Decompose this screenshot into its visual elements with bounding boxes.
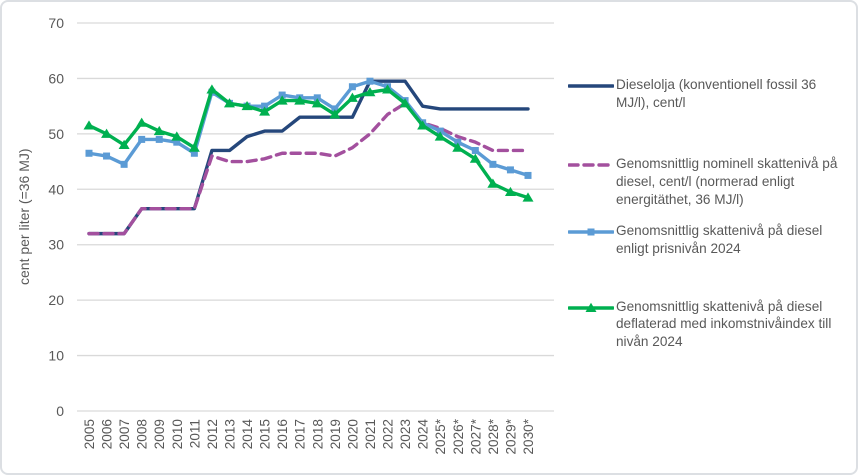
legend-label: Dieselolja (konventionell fossil 36 MJ/l… bbox=[616, 77, 817, 110]
legend-item-prisnivan-2024: Genomsnittlig skattenivå på diesel enlig… bbox=[567, 222, 846, 257]
triangle-marker-icon bbox=[259, 106, 271, 116]
legend: Dieselolja (konventionell fossil 36 MJ/l… bbox=[567, 76, 846, 351]
x-tick-label: 2022 bbox=[381, 419, 396, 449]
x-tick-label: 2005 bbox=[82, 419, 97, 449]
legend-label: Genomsnittlig nominell skattenivå på die… bbox=[616, 156, 838, 207]
x-tick-label: 2027* bbox=[468, 418, 483, 454]
triangle-marker-icon bbox=[101, 128, 113, 138]
triangle-marker-icon bbox=[153, 125, 165, 136]
square-marker-icon bbox=[331, 105, 339, 113]
square-marker-icon bbox=[524, 171, 532, 179]
square-marker-icon bbox=[120, 160, 128, 168]
x-tick-label: 2010 bbox=[170, 419, 185, 450]
square-marker-icon bbox=[155, 135, 163, 143]
triangle-marker-icon bbox=[382, 84, 394, 94]
triangle-marker-icon bbox=[311, 98, 323, 108]
y-tick-label: 70 bbox=[48, 15, 64, 31]
x-tick-label: 2015 bbox=[258, 419, 273, 449]
legend-item-dieselolja: Dieselolja (konventionell fossil 36 MJ/l… bbox=[567, 76, 846, 111]
triangle-marker-icon bbox=[487, 178, 499, 188]
series-line bbox=[87, 101, 530, 236]
triangle-marker-icon bbox=[206, 84, 218, 94]
y-tick-label: 40 bbox=[48, 181, 64, 197]
x-tick-label: 2026* bbox=[451, 418, 466, 454]
triangle-marker-icon bbox=[329, 109, 341, 119]
x-tick-label: 2019 bbox=[328, 419, 343, 449]
square-marker-icon bbox=[103, 152, 111, 160]
triangle-marker-icon bbox=[223, 98, 235, 108]
triangle-marker-icon bbox=[522, 192, 534, 202]
square-marker-icon bbox=[471, 146, 479, 154]
legend-label: Genomsnittlig skattenivå på diesel enlig… bbox=[616, 223, 823, 257]
triangle-marker-icon bbox=[434, 131, 446, 141]
triangle-marker-icon bbox=[364, 87, 376, 97]
blue-square-line-sample-icon bbox=[567, 225, 615, 243]
triangle-marker-icon bbox=[188, 142, 200, 152]
x-tick-label: 2007 bbox=[117, 419, 132, 449]
square-marker-icon bbox=[454, 138, 462, 146]
square-marker-icon bbox=[506, 166, 514, 174]
triangle-marker-icon bbox=[276, 95, 288, 105]
square-marker-icon bbox=[190, 149, 198, 157]
triangle-marker-icon bbox=[136, 117, 148, 127]
y-tick-label: 50 bbox=[48, 126, 64, 142]
green-triangle-line-sample-icon bbox=[567, 301, 615, 319]
square-marker-icon bbox=[436, 127, 444, 135]
square-marker-icon bbox=[278, 91, 286, 99]
triangle-marker-icon bbox=[469, 153, 481, 163]
triangle-marker-icon bbox=[504, 186, 516, 197]
y-tick-label: 10 bbox=[48, 348, 64, 364]
x-tick-label: 2011 bbox=[187, 419, 202, 448]
x-tick-label: 2012 bbox=[205, 419, 220, 449]
square-marker-icon bbox=[173, 138, 181, 146]
triangle-marker-icon bbox=[417, 120, 429, 130]
x-tick-label: 2028* bbox=[486, 418, 501, 454]
legend-item-deflaterad: Genomsnittlig skattenivå på diesel defla… bbox=[567, 298, 846, 351]
triangle-marker-icon bbox=[83, 120, 95, 130]
x-tick-label: 2009 bbox=[152, 419, 167, 449]
x-tick-label: 2013 bbox=[222, 419, 237, 449]
series-line bbox=[87, 79, 530, 236]
y-tick-label: 60 bbox=[48, 70, 64, 86]
y-axis-title: cent per liter (=36 MJ) bbox=[16, 148, 32, 286]
triangle-marker-icon bbox=[294, 95, 306, 105]
triangle-marker-icon bbox=[452, 142, 464, 152]
square-marker-icon bbox=[313, 94, 321, 102]
x-tick-label: 2030* bbox=[521, 418, 536, 454]
x-tick-label: 2018 bbox=[310, 419, 325, 449]
x-tick-label: 2024 bbox=[416, 419, 431, 450]
square-marker-icon bbox=[366, 77, 374, 85]
y-tick-label: 30 bbox=[48, 237, 64, 253]
x-tick-label: 2014 bbox=[240, 419, 255, 450]
triangle-marker-icon bbox=[399, 98, 411, 108]
x-tick-label: 2021 bbox=[363, 419, 378, 449]
x-tick-label: 2029* bbox=[503, 418, 518, 454]
navy-line-sample-icon bbox=[567, 79, 615, 97]
legend-label: Genomsnittlig skattenivå på diesel defla… bbox=[616, 298, 832, 350]
y-tick-label: 0 bbox=[56, 403, 64, 419]
square-marker-icon bbox=[85, 149, 93, 157]
x-tick-label: 2006 bbox=[100, 419, 115, 449]
legend-item-nominell-skatteniva: Genomsnittlig nominell skattenivå på die… bbox=[567, 155, 846, 208]
square-marker-icon bbox=[489, 160, 497, 168]
triangle-marker-icon bbox=[346, 92, 358, 102]
square-marker-icon bbox=[348, 83, 356, 91]
x-tick-label: 2020 bbox=[345, 419, 360, 450]
x-tick-label: 2023 bbox=[398, 419, 413, 449]
triangle-marker-icon bbox=[171, 131, 183, 141]
x-tick-label: 2025* bbox=[433, 418, 448, 454]
y-tick-label: 20 bbox=[48, 292, 64, 308]
x-tick-label: 2017 bbox=[293, 419, 308, 449]
square-marker-icon bbox=[261, 102, 269, 110]
triangle-marker-icon bbox=[241, 100, 253, 111]
x-tick-label: 2008 bbox=[135, 419, 150, 449]
purple-dashed-line-sample-icon bbox=[567, 158, 615, 176]
triangle-marker-icon bbox=[118, 139, 130, 149]
x-tick-label: 2016 bbox=[275, 419, 290, 449]
square-marker-icon bbox=[138, 135, 146, 143]
